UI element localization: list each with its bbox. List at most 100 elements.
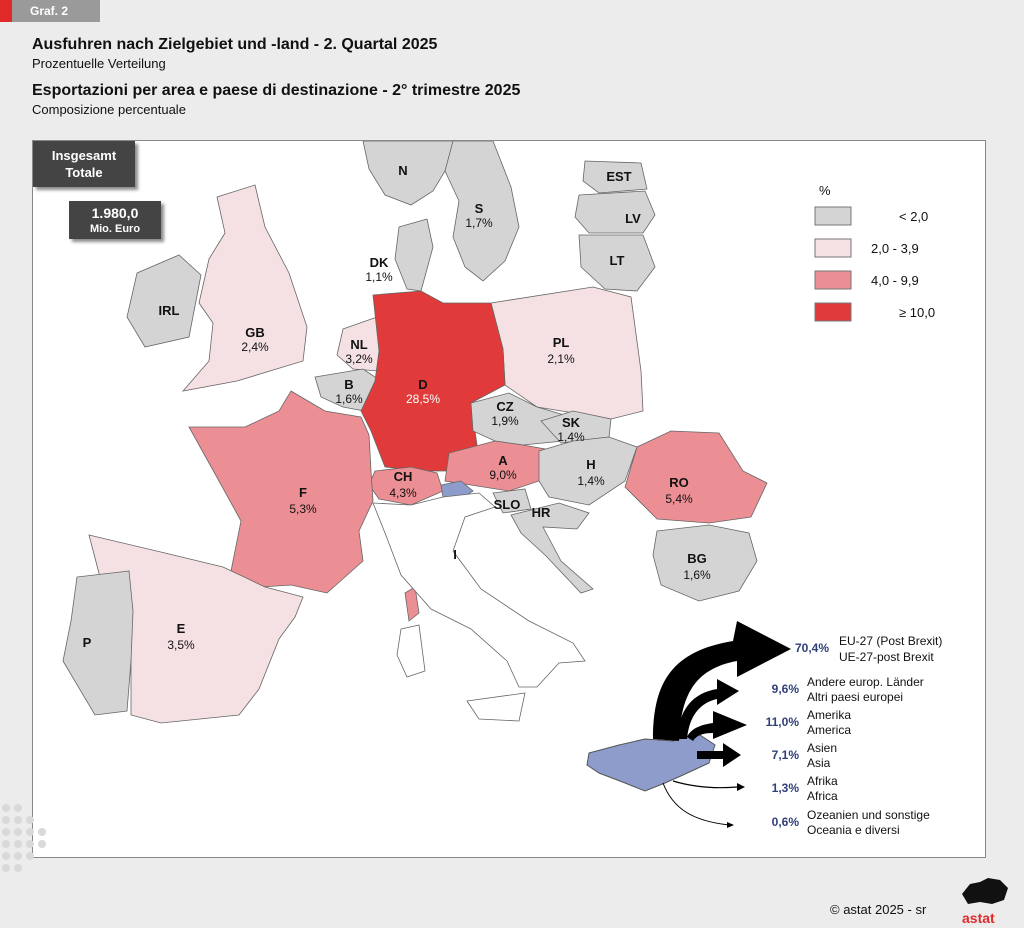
destination-label-de-6: Ozeanien und sonstige <box>807 808 930 822</box>
total-value-box: 1.980,0 Mio. Euro <box>69 201 161 239</box>
legend-label-4: ≥ 10,0 <box>899 305 935 320</box>
arrow-africa <box>672 780 738 789</box>
title-german: Ausfuhren nach Zielgebiet und -land - 2.… <box>32 36 438 53</box>
country-shape-bg <box>652 524 758 602</box>
destination-value-6: 0,6% <box>772 815 800 829</box>
label-hr: HR <box>532 505 551 520</box>
label-lv: LV <box>625 211 641 226</box>
value-pl: 2,1% <box>547 352 575 366</box>
value-bg: 1,6% <box>683 568 711 582</box>
country-shape-dk <box>394 218 434 292</box>
legend-label-3: 4,0 - 9,9 <box>871 273 919 288</box>
value-h: 1,4% <box>577 474 605 488</box>
total-label-german: Insgesamt <box>51 148 117 163</box>
legend-swatch-1 <box>814 206 852 226</box>
title-italian: Esportazioni per area e paese di destina… <box>32 82 521 99</box>
country-shape-h <box>538 436 638 506</box>
label-est: EST <box>606 169 631 184</box>
label-nl: NL <box>350 337 367 352</box>
label-s: S <box>475 201 484 216</box>
country-shape-slo <box>492 488 532 514</box>
legend-swatch-3 <box>814 270 852 290</box>
legend-label-2: 2,0 - 3,9 <box>871 241 919 256</box>
country-shape-hr <box>510 502 594 594</box>
country-shape-est <box>582 160 648 194</box>
astat-logo-text: astat <box>962 910 995 926</box>
map-panel: N S 1,7% EST LV LT DK 1,1% IRL GB 2,4% P… <box>32 140 986 858</box>
legend-swatch-4 <box>814 302 852 322</box>
copyright-text: © astat 2025 - sr <box>830 902 927 917</box>
label-h: H <box>586 457 595 472</box>
arrow-africa-head <box>737 783 745 791</box>
label-irl: IRL <box>159 303 180 318</box>
destination-value-3: 11,0% <box>766 715 800 729</box>
destination-label-de-3: Amerika <box>807 708 851 722</box>
subtitle-italian: Composizione percentuale <box>32 102 186 117</box>
destination-value-4: 7,1% <box>772 748 800 762</box>
arrow-other-europe <box>677 679 739 739</box>
total-label-box: Insgesamt Totale <box>33 141 135 187</box>
label-n: N <box>398 163 407 178</box>
value-cz: 1,9% <box>491 414 519 428</box>
country-shape-ro <box>624 430 768 524</box>
label-a: A <box>498 453 508 468</box>
astat-logo-icon <box>962 878 1008 904</box>
label-dk: DK <box>370 255 389 270</box>
country-shape-sk <box>540 410 612 444</box>
destination-label-de-4: Asien <box>807 741 837 755</box>
label-slo: SLO <box>494 497 521 512</box>
sardinia-shape <box>396 624 426 678</box>
legend-swatch-2 <box>814 238 852 258</box>
corsica-shape <box>404 586 420 622</box>
destination-label-it-1: UE-27-post Brexit <box>839 650 934 664</box>
arrow-america <box>687 711 747 741</box>
label-f: F <box>299 485 307 500</box>
value-d: 28,5% <box>406 392 440 406</box>
legend: % < 2,0 2,0 - 3,9 4,0 - 9,9 ≥ 10,0 <box>814 183 935 322</box>
destination-label-it-3: America <box>807 723 851 737</box>
country-shape-lt <box>578 234 656 292</box>
label-lt: LT <box>610 253 625 268</box>
country-shape-s <box>444 141 520 282</box>
destinations: 70,4% EU-27 (Post Brexit) UE-27-post Bre… <box>766 634 943 837</box>
value-dk: 1,1% <box>365 270 393 284</box>
value-f: 5,3% <box>289 502 317 516</box>
country-shape-n <box>362 141 454 206</box>
destination-label-de-1: EU-27 (Post Brexit) <box>839 634 942 648</box>
export-arrows <box>586 621 791 828</box>
label-d: D <box>418 377 427 392</box>
label-ch: CH <box>394 469 413 484</box>
destination-value-5: 1,3% <box>772 781 800 795</box>
map-svg: N S 1,7% EST LV LT DK 1,1% IRL GB 2,4% P… <box>62 141 943 837</box>
total-value: 1.980,0 <box>91 205 139 221</box>
legend-title: % <box>819 183 831 198</box>
label-e: E <box>177 621 186 636</box>
destination-value-1: 70,4% <box>795 641 829 655</box>
country-shape-gb <box>181 184 308 392</box>
south-tyrol-origin <box>586 732 716 792</box>
value-s: 1,7% <box>465 216 493 230</box>
value-ch: 4,3% <box>389 486 417 500</box>
value-nl: 3,2% <box>345 352 373 366</box>
country-shape-f <box>188 390 374 594</box>
country-shape-p <box>62 570 134 716</box>
arrow-eu27 <box>653 621 791 741</box>
country-shape-irl <box>126 254 202 348</box>
country-shape-lv <box>574 190 656 234</box>
label-bg: BG <box>687 551 707 566</box>
value-sk: 1,4% <box>557 430 585 444</box>
destination-label-it-4: Asia <box>807 756 831 770</box>
tag-accent <box>0 0 12 22</box>
legend-label-1: < 2,0 <box>899 209 928 224</box>
value-ro: 5,4% <box>665 492 693 506</box>
destination-label-it-5: Africa <box>807 789 838 803</box>
destination-label-de-2: Andere europ. Länder <box>807 675 924 689</box>
label-cz: CZ <box>496 399 513 414</box>
sicily-shape <box>466 692 526 722</box>
label-p: P <box>83 635 92 650</box>
total-unit: Mio. Euro <box>89 223 141 235</box>
label-b: B <box>344 377 353 392</box>
label-sk: SK <box>562 415 581 430</box>
arrow-asia <box>697 743 741 767</box>
label-gb: GB <box>245 325 265 340</box>
